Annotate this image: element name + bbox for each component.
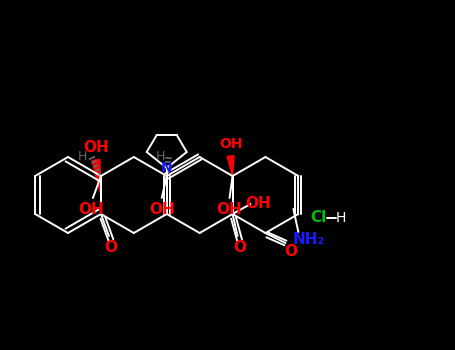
Polygon shape	[227, 156, 234, 176]
Text: H: H	[156, 149, 166, 162]
Text: O: O	[284, 244, 297, 259]
Text: OH: OH	[219, 137, 243, 151]
Text: OH: OH	[149, 203, 175, 217]
Text: O: O	[104, 240, 117, 256]
Polygon shape	[92, 160, 101, 195]
Text: OH: OH	[78, 203, 104, 217]
Text: H: H	[78, 149, 88, 162]
Text: N: N	[161, 161, 172, 175]
Text: O: O	[233, 240, 246, 256]
Text: OH: OH	[83, 140, 109, 154]
Text: OH: OH	[246, 196, 272, 211]
Text: Cl: Cl	[310, 210, 327, 225]
Text: NH₂: NH₂	[292, 232, 324, 247]
Text: H: H	[335, 211, 346, 225]
Text: OH: OH	[217, 203, 243, 217]
